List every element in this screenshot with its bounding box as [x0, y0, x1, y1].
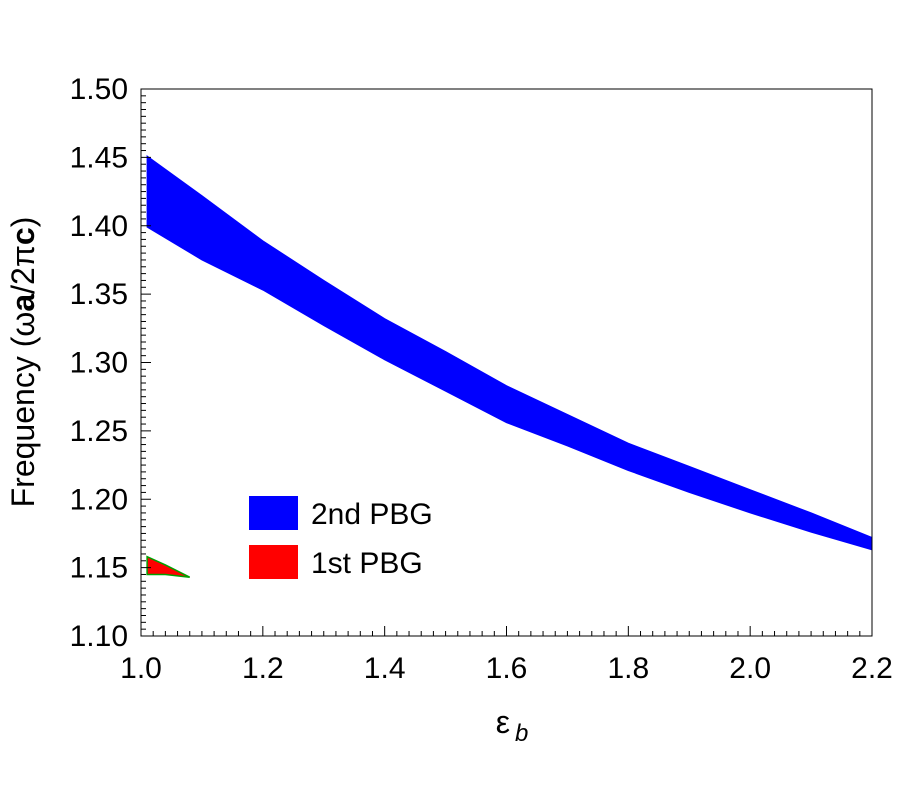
legend-label-2nd-pbg: 2nd PBG	[311, 498, 433, 531]
y-axis-label: Frequency (ωa/2πc)	[5, 217, 41, 508]
x-tick-label: 1.0	[120, 652, 162, 685]
x-tick-label: 1.4	[364, 652, 406, 685]
x-tick-label: 2.0	[729, 652, 771, 685]
band-1st-pbg	[146, 555, 191, 578]
legend: 2nd PBG 1st PBG	[249, 496, 433, 580]
ticks-layer: 1.0 1.2 1.4 1.6 1.8 2.0 2.2 1.10 1.15 1.20 1.25 1.3…	[70, 73, 893, 685]
y-tick-label: 1.15	[70, 552, 128, 585]
y-tick-label: 1.40	[70, 210, 128, 243]
y-tick-label: 1.35	[70, 278, 128, 311]
legend-swatch-2nd-pbg	[249, 496, 298, 530]
y-tick-label: 1.25	[70, 415, 128, 448]
y-tick-label: 1.30	[70, 347, 128, 380]
x-tick-label: 2.2	[851, 652, 893, 685]
x-tick-label: 1.6	[486, 652, 528, 685]
y-tick-label: 1.50	[70, 73, 128, 106]
legend-label-1st-pbg: 1st PBG	[311, 547, 423, 580]
x-tick-label: 1.8	[607, 652, 649, 685]
band-2nd-pbg	[146, 155, 873, 551]
y-tick-label: 1.45	[70, 141, 128, 174]
legend-swatch-1st-pbg	[249, 545, 298, 579]
x-tick-label: 1.2	[242, 652, 284, 685]
y-tick-label: 1.10	[70, 620, 128, 653]
y-tick-label: 1.20	[70, 483, 128, 516]
